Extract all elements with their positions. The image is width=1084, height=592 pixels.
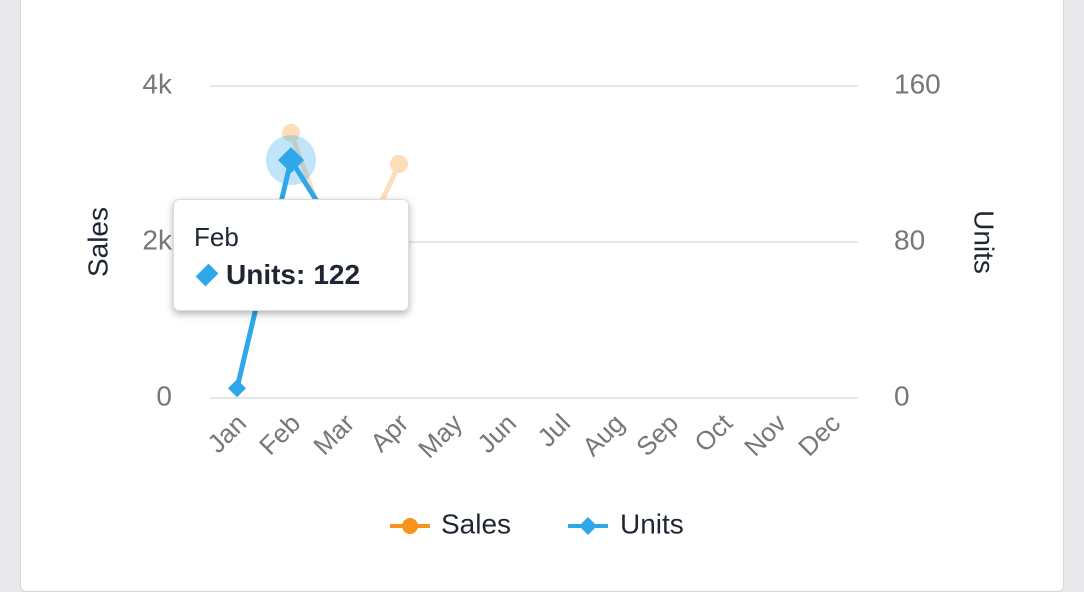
x-tick-label: Dec [792,408,846,462]
y-tick-label: 4k [142,68,173,99]
x-tick-label: May [412,408,468,464]
y2-tick-label: 0 [894,380,910,411]
y2-axis-title: Units [969,210,1000,274]
tooltip-row: Units: 122 [194,259,388,291]
marker [282,123,300,142]
page: Sales Units 0 2k 4k 0 80 160 Jan Feb Mar Apr May Ju… [20,0,1064,592]
x-tick-label: Feb [253,408,306,461]
x-tick-label: Jan [201,408,252,459]
marker [228,379,246,398]
y-tick-label: 0 [156,380,172,411]
x-tick-label: Oct [688,407,738,457]
tooltip-marker [195,263,219,287]
marker [390,155,408,173]
legend-label: Sales [441,508,511,539]
tooltip-value: 122 [313,259,361,290]
x-tick-label: Jun [471,408,522,459]
x-tick-label: Mar [307,408,360,461]
x-tick-label: Aug [576,408,630,462]
y-tick-label: 2k [142,224,173,255]
x-tick-label: Apr [364,408,414,458]
legend-label: Units [620,508,684,539]
tooltip: Feb Units: 122 [173,199,409,311]
y2-tick-label: 80 [894,224,925,255]
y-axis-title: Sales [82,207,113,277]
x-tick-label: Jul [531,408,576,453]
x-tick-label: Sep [630,408,684,462]
marker [278,147,304,174]
tooltip-title: Feb [194,222,239,252]
y2-tick-label: 160 [894,68,941,99]
x-tick-label: Nov [738,408,792,462]
legend-marker [579,517,597,535]
legend-marker [402,518,418,534]
tooltip-label: Units: [226,259,306,290]
